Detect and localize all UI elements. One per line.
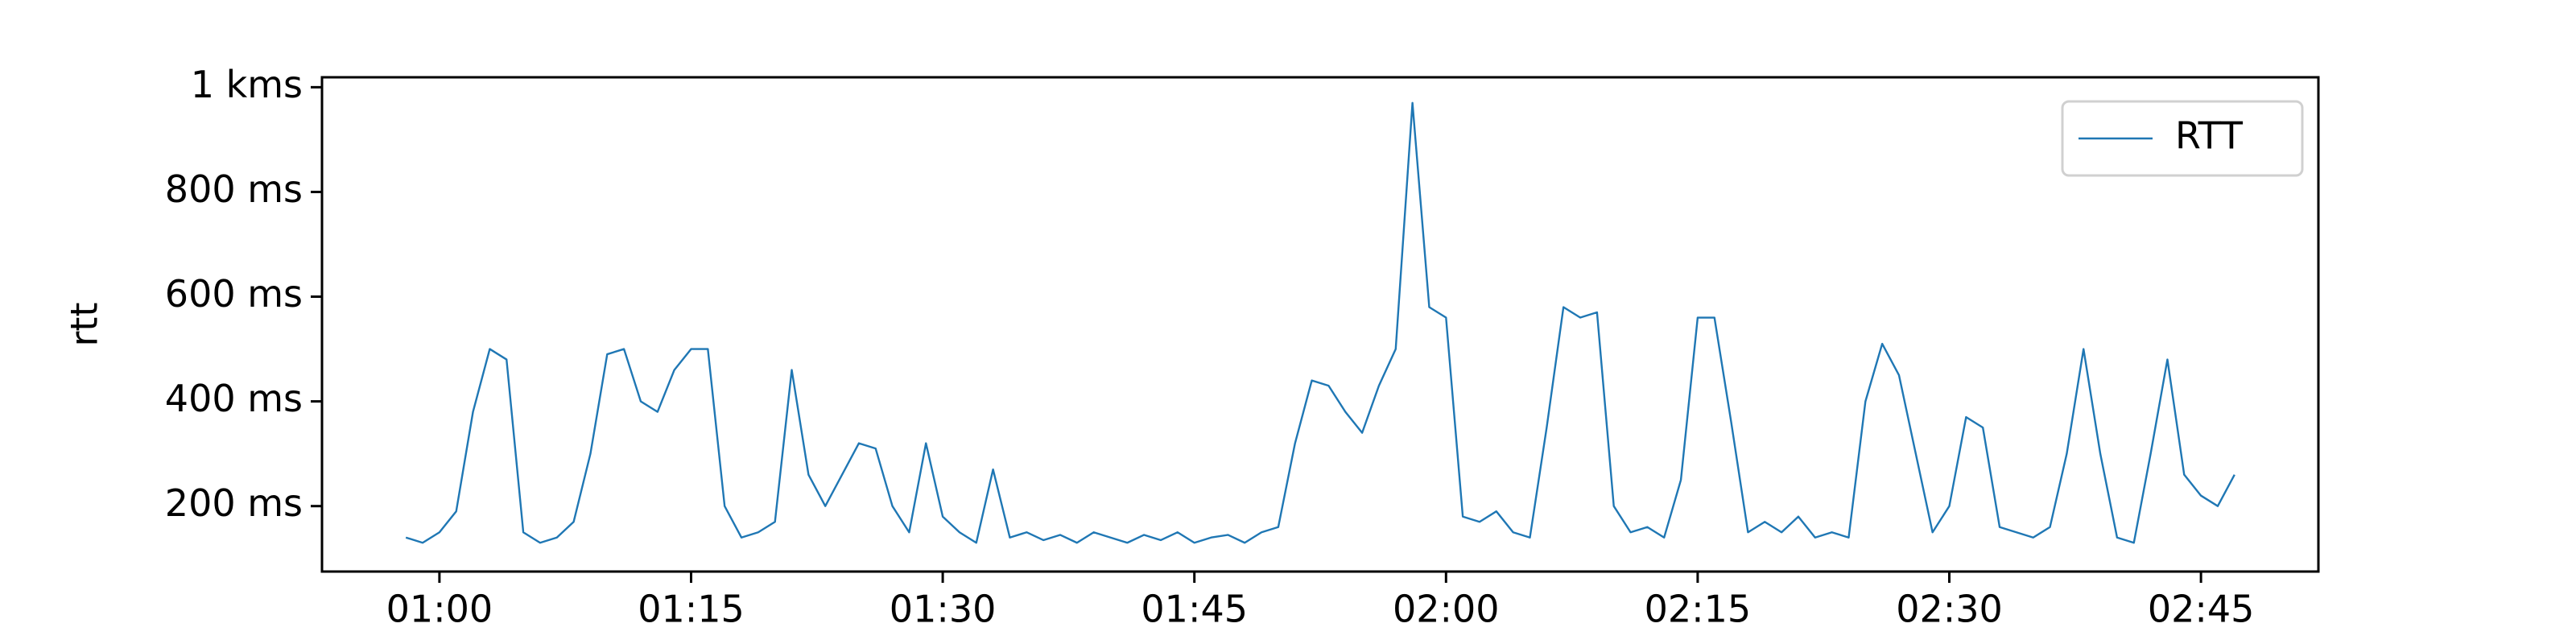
x-tick-label: 02:30 xyxy=(1896,588,2003,631)
y-tick-label: 600 ms xyxy=(165,272,303,316)
x-tick-label: 01:45 xyxy=(1141,588,1248,631)
x-tick-label: 02:00 xyxy=(1393,588,1500,631)
x-tick-label: 01:15 xyxy=(638,588,745,631)
plot-frame xyxy=(320,76,2320,573)
x-tick-label: 01:00 xyxy=(386,588,493,631)
series-line xyxy=(405,101,2235,544)
y-axis-label: rtt xyxy=(63,303,106,347)
y-tick-label: 400 ms xyxy=(165,377,303,420)
y-tick-label: 800 ms xyxy=(165,167,303,211)
legend-box xyxy=(2061,100,2304,177)
legend-label: RTT xyxy=(2175,114,2244,158)
x-tick-label: 02:45 xyxy=(2148,588,2255,631)
x-tick-label: 01:30 xyxy=(890,588,997,631)
y-tick-label: 1 kms xyxy=(191,63,303,106)
x-tick-label: 02:15 xyxy=(1645,588,1752,631)
y-tick-label: 200 ms xyxy=(165,481,303,525)
